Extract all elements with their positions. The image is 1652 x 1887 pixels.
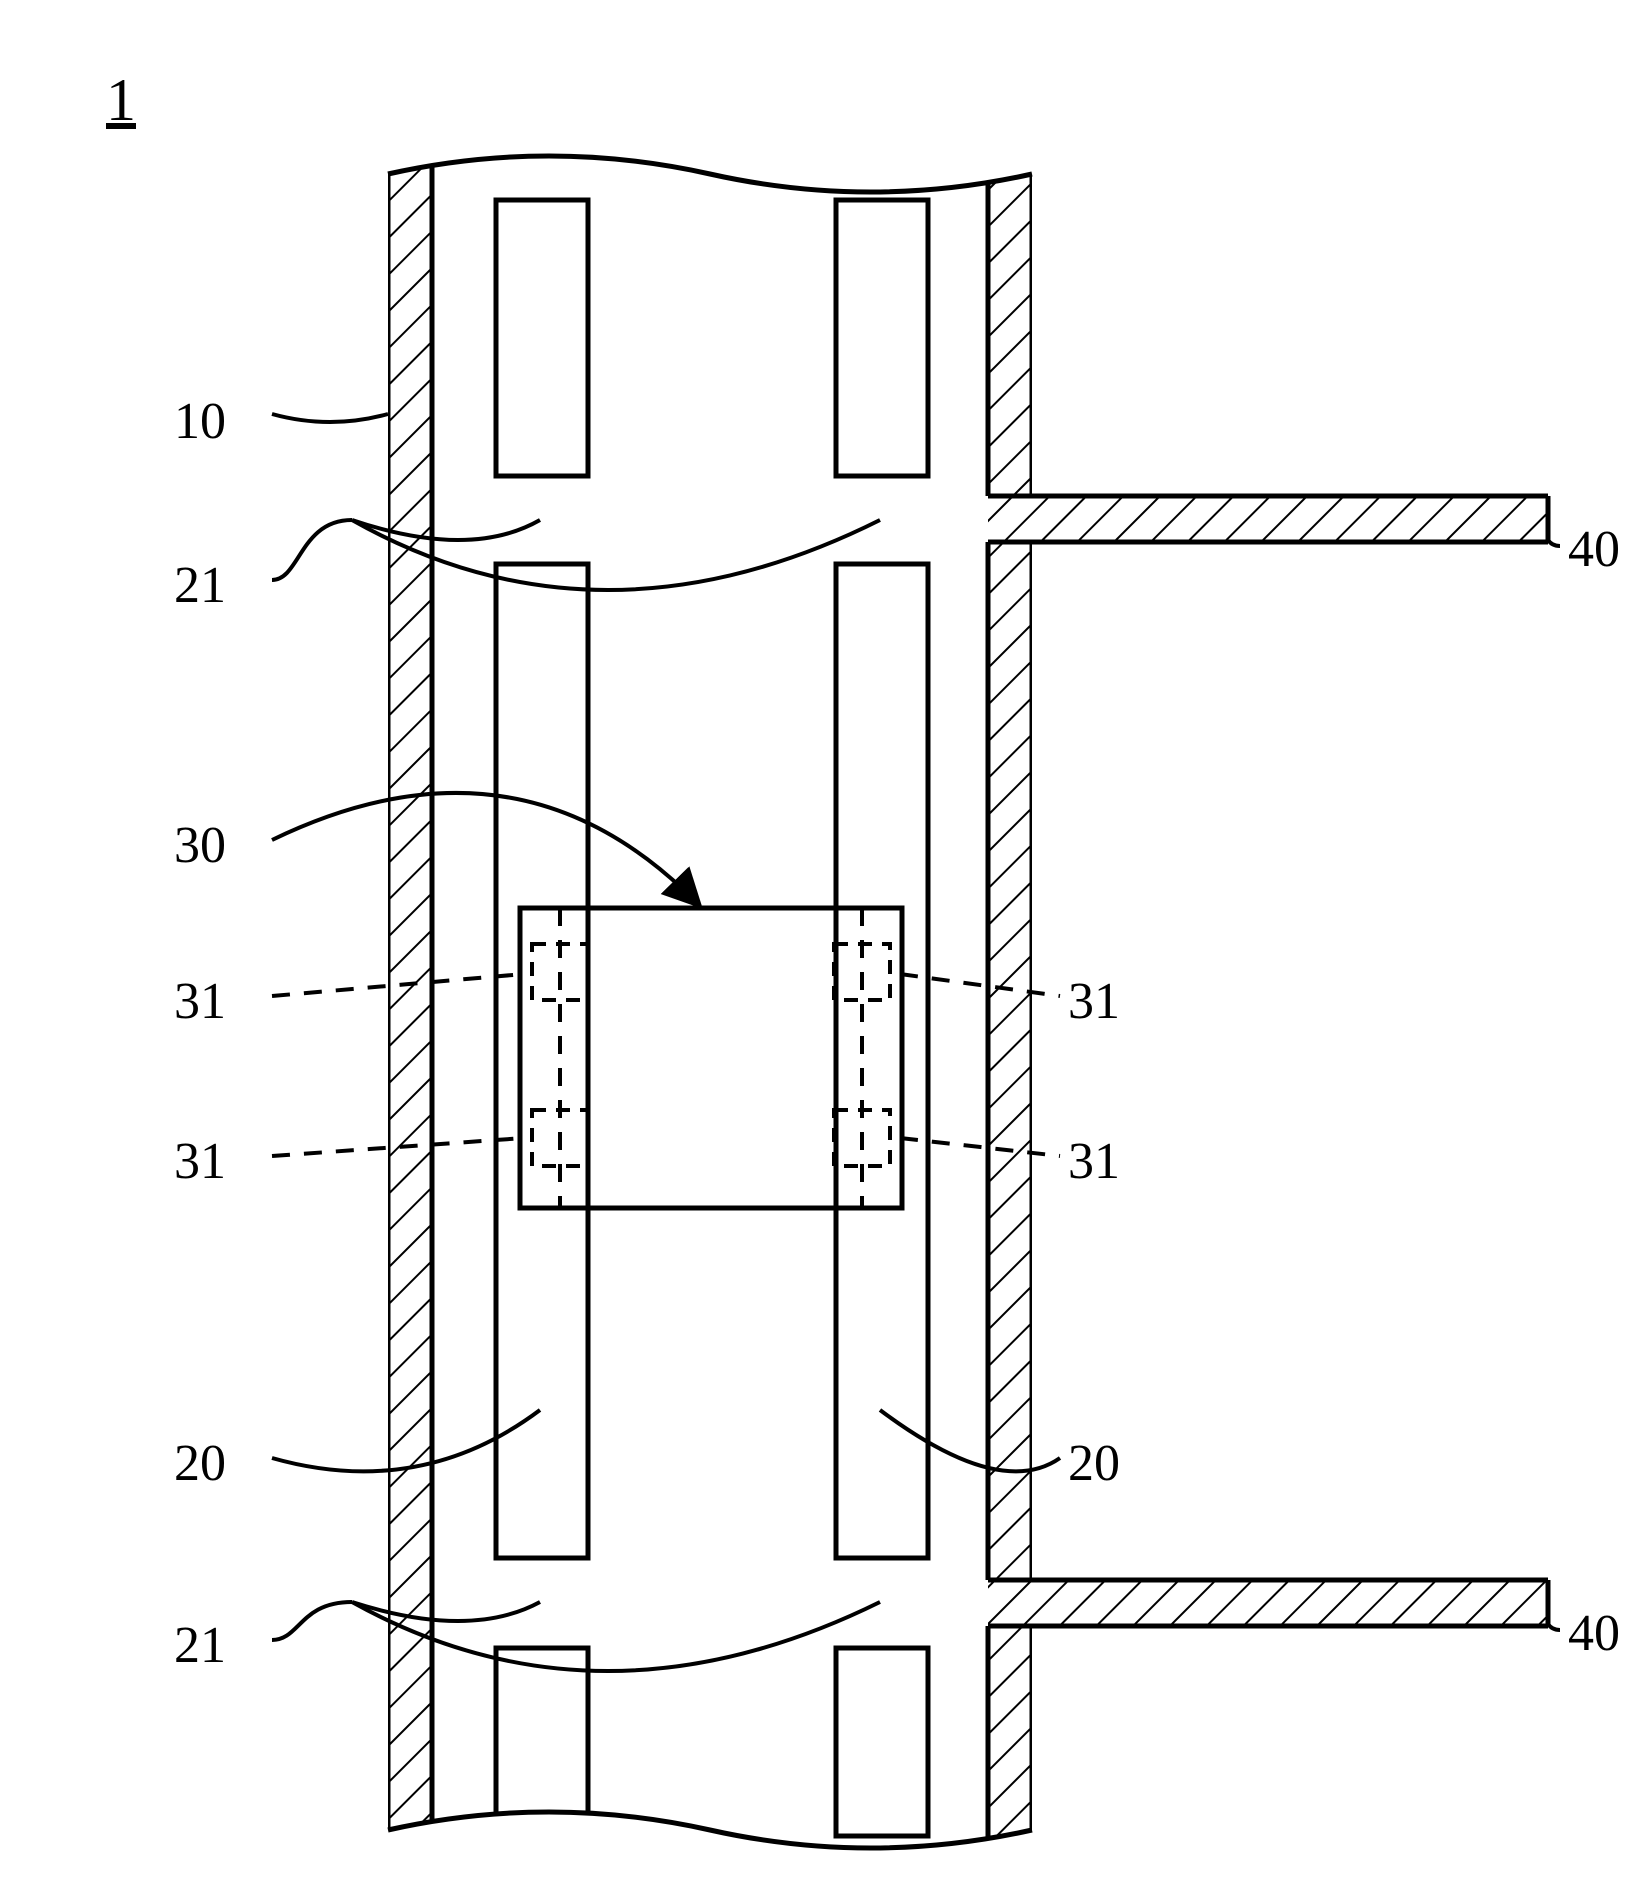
label-40-top: 40 <box>1568 520 1620 579</box>
label-20-right: 20 <box>1068 1434 1120 1493</box>
label-31-tl: 31 <box>174 972 226 1031</box>
label-21-bottom: 21 <box>174 1616 226 1675</box>
label-31-tr: 31 <box>1068 972 1120 1031</box>
label-40-bottom: 40 <box>1568 1604 1620 1663</box>
label-31-bl: 31 <box>174 1132 226 1191</box>
figure-title: 1 <box>106 66 136 135</box>
label-10: 10 <box>174 392 226 451</box>
label-21-top: 21 <box>174 556 226 615</box>
label-31-br: 31 <box>1068 1132 1120 1191</box>
label-30: 30 <box>174 816 226 875</box>
label-20-left: 20 <box>174 1434 226 1493</box>
diagram-svg <box>0 0 1652 1887</box>
